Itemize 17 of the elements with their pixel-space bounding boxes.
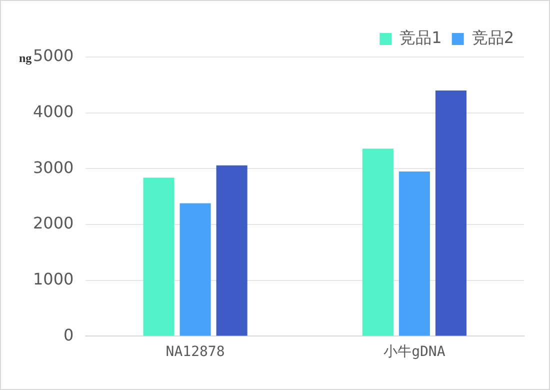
- x-tick-label: NA12878: [166, 344, 225, 360]
- bar: [216, 165, 248, 336]
- bar: [435, 90, 466, 336]
- bar: [143, 178, 174, 336]
- y-tick-label: 4000: [33, 102, 74, 121]
- y-axis-title: ng: [19, 51, 32, 66]
- legend-label: 竞品1: [400, 28, 442, 48]
- y-tick-label: 2000: [33, 214, 74, 233]
- y-tick-label: 0: [64, 325, 74, 344]
- y-tick-label: 5000: [33, 46, 74, 66]
- y-tick-label: 3000: [33, 158, 74, 177]
- bar: [362, 148, 394, 336]
- legend-label: 竞品2: [472, 28, 514, 48]
- bar: [180, 203, 211, 336]
- x-tick-label: 小牛gDNA: [384, 344, 446, 360]
- bar: [398, 171, 430, 336]
- y-tick-label: 1000: [33, 270, 74, 289]
